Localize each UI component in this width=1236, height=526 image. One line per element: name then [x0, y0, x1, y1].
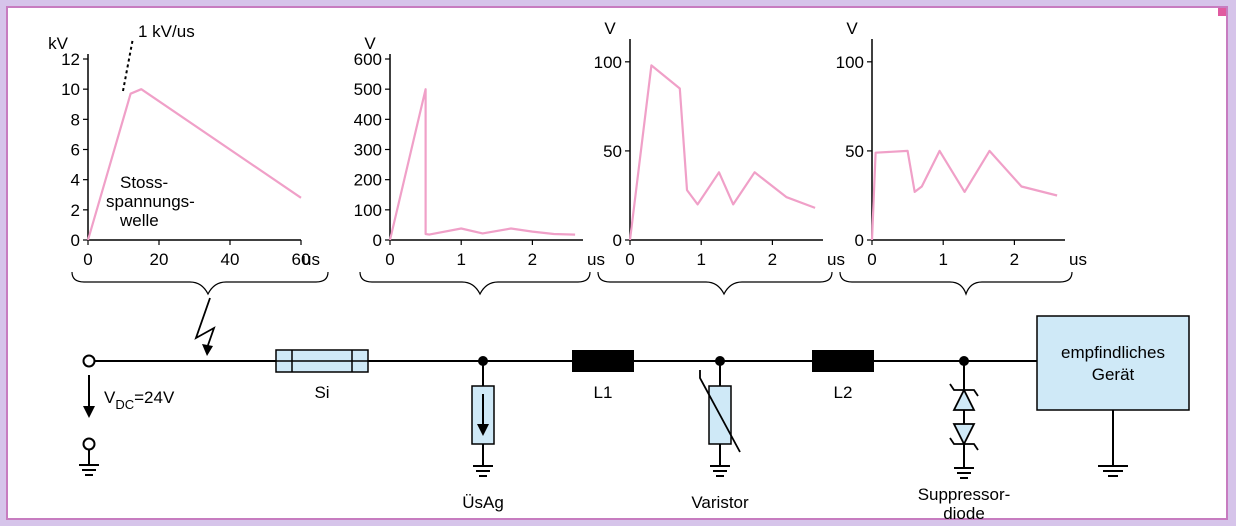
x-tick-label: 2: [528, 250, 537, 269]
braces: [71, 271, 1073, 296]
terminal-bottom: [82, 437, 96, 451]
caption-line-2: spannungs-: [106, 192, 195, 211]
ground-usag-icon: [473, 465, 493, 477]
x-tick-label: 2: [1010, 250, 1019, 269]
corner-marker: [1218, 8, 1226, 16]
lightning-arrowhead-icon: [202, 344, 213, 356]
x-tick-label: 1: [938, 250, 947, 269]
y-tick-label: 12: [61, 50, 80, 69]
fuse-si: [275, 349, 369, 373]
x-tick-label: 0: [83, 250, 92, 269]
suppressor-label-1: Suppressor-: [918, 485, 1011, 504]
y-tick-label: 4: [71, 171, 80, 190]
varistor-slash-icon: [699, 370, 741, 453]
series-line: [86, 88, 302, 241]
chart-3: 0 50 100 0 1 2 Vus: [594, 19, 845, 269]
x-tick-label: 0: [625, 250, 634, 269]
usag-arrow-icon: [477, 424, 489, 436]
chart1-annotations: 1 kV/us Stoss- spannungs- welle: [106, 22, 195, 230]
y-tick-label: 0: [373, 231, 382, 250]
series-line: [388, 88, 576, 241]
source-label: VDC=24V: [104, 388, 175, 412]
y-unit-label: V: [604, 19, 616, 38]
x-unit-label: us: [1069, 250, 1087, 269]
device-box: [1036, 315, 1190, 411]
x-tick-label: 20: [150, 250, 169, 269]
series-line: [628, 64, 816, 241]
y-tick-label: 100: [594, 53, 622, 72]
y-tick-label: 50: [603, 142, 622, 161]
ground-device-icon: [1098, 465, 1128, 477]
x-unit-label: us: [827, 250, 845, 269]
x-unit-label: us: [587, 250, 605, 269]
y-unit-label: V: [364, 34, 376, 53]
suppressor-diode-icon: [949, 361, 979, 468]
y-tick-label: 300: [354, 141, 382, 160]
series-line: [870, 149, 1058, 241]
y-tick-label: 200: [354, 171, 382, 190]
fuse-label: Si: [314, 383, 329, 402]
x-tick-label: 0: [867, 250, 876, 269]
x-tick-label: 2: [768, 250, 777, 269]
usag-label: ÜsAg: [462, 493, 504, 512]
source-arrow-head-icon: [83, 406, 95, 418]
x-tick-label: 60: [292, 250, 311, 269]
y-unit-label: V: [846, 19, 858, 38]
y-tick-label: 50: [845, 142, 864, 161]
l1-label: L1: [594, 383, 613, 402]
y-tick-label: 400: [354, 110, 382, 129]
ground-1-icon: [79, 464, 99, 476]
circuit: VDC=24V Si ÜsAg L1: [79, 297, 1190, 523]
y-tick-label: 0: [613, 231, 622, 250]
inductor-l1: [572, 350, 634, 372]
slope-annotation: 1 kV/us: [138, 22, 195, 41]
ground-varistor-icon: [710, 465, 730, 477]
brace-chart-2: [359, 271, 591, 296]
chart-2: 0 100 200 300 400 500 600 0 1 2 Vus: [354, 34, 605, 269]
y-tick-label: 0: [71, 231, 80, 250]
y-tick-label: 10: [61, 80, 80, 99]
l2-label: L2: [834, 383, 853, 402]
caption-line-3: welle: [119, 211, 159, 230]
y-tick-label: 100: [354, 201, 382, 220]
ground-suppressor-icon: [954, 467, 974, 479]
slope-dotted-line: [122, 37, 134, 92]
y-tick-label: 100: [836, 53, 864, 72]
y-tick-label: 2: [71, 201, 80, 220]
chart-1: 0 2 4 6 8 10 12 0 20 40 60 kV us: [48, 34, 320, 269]
x-tick-label: 1: [456, 250, 465, 269]
lightning-icon: [194, 297, 216, 349]
y-tick-label: 600: [354, 50, 382, 69]
chart-4: 0 50 100 0 1 2 Vus: [836, 19, 1087, 269]
y-tick-label: 6: [71, 141, 80, 160]
y-tick-label: 0: [855, 231, 864, 250]
brace-chart-4: [839, 271, 1073, 296]
brace-chart-1: [71, 271, 329, 296]
caption-line-1: Stoss-: [120, 173, 168, 192]
suppressor-label-2: diode: [943, 504, 985, 523]
device-label-1: empfindliches: [1061, 343, 1165, 362]
varistor-label: Varistor: [691, 493, 749, 512]
x-tick-label: 0: [385, 250, 394, 269]
figure-frame: [6, 6, 1228, 520]
brace-chart-3: [597, 271, 833, 296]
x-unit-label: us: [302, 250, 320, 269]
y-tick-label: 500: [354, 80, 382, 99]
device-label-2: Gerät: [1092, 365, 1135, 384]
terminal-top: [82, 354, 96, 368]
y-tick-label: 8: [71, 110, 80, 129]
x-tick-label: 1: [696, 250, 705, 269]
y-unit-label: kV: [48, 34, 69, 53]
x-tick-label: 40: [221, 250, 240, 269]
inductor-l2: [812, 350, 874, 372]
